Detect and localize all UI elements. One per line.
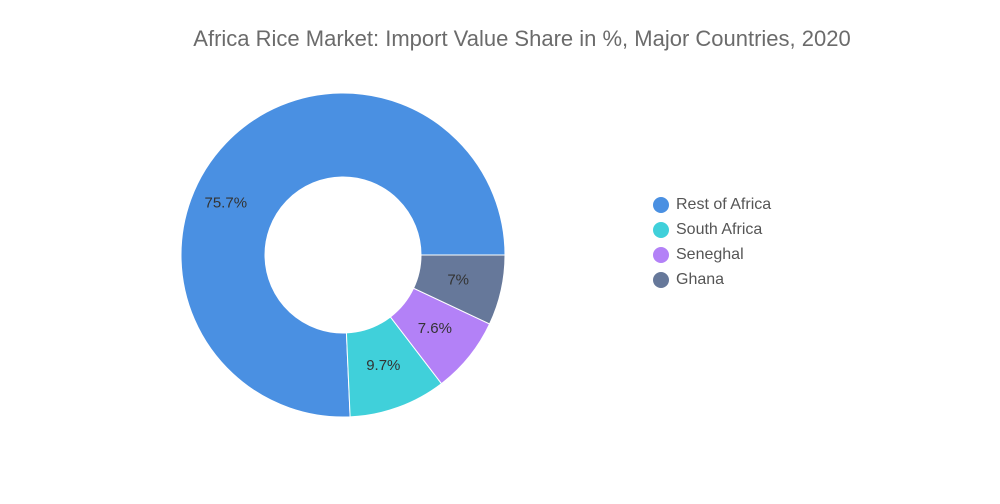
donut-slice	[412, 254, 506, 325]
data-label: 75.7%	[205, 195, 248, 212]
legend-label: Seneghal	[676, 246, 744, 263]
donut-slice	[180, 92, 506, 418]
legend-swatch	[653, 272, 669, 288]
legend-label: Ghana	[676, 271, 724, 288]
legend-swatch	[653, 247, 669, 263]
legend-label: South Africa	[676, 221, 762, 238]
legend-swatch	[653, 222, 669, 238]
legend-label: Rest of Africa	[676, 196, 771, 213]
data-label: 7.6%	[418, 320, 452, 337]
data-label: 7%	[447, 272, 469, 289]
chart-title: Africa Rice Market: Import Value Share i…	[193, 26, 850, 51]
legend-swatch	[653, 197, 669, 213]
data-label: 9.7%	[366, 357, 400, 374]
